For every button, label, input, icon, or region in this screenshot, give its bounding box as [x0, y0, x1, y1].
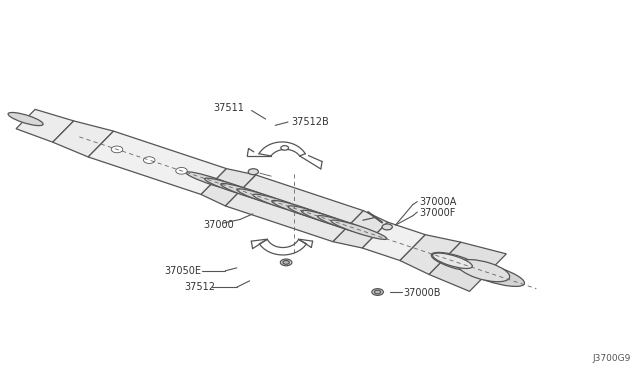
Text: 37511: 37511: [214, 103, 244, 113]
Ellipse shape: [205, 178, 260, 198]
Ellipse shape: [8, 112, 43, 126]
Ellipse shape: [237, 189, 292, 208]
Ellipse shape: [301, 210, 357, 230]
Ellipse shape: [317, 216, 373, 235]
Ellipse shape: [281, 146, 289, 150]
Ellipse shape: [288, 206, 344, 225]
Polygon shape: [52, 121, 113, 157]
Ellipse shape: [431, 253, 480, 271]
Ellipse shape: [433, 253, 472, 269]
Text: 37512B: 37512B: [291, 117, 329, 127]
Text: 37000: 37000: [204, 220, 234, 230]
Text: J3700G9: J3700G9: [592, 354, 630, 363]
Ellipse shape: [143, 157, 155, 163]
Polygon shape: [88, 131, 227, 195]
Polygon shape: [333, 211, 388, 248]
Ellipse shape: [111, 146, 123, 153]
Ellipse shape: [372, 289, 383, 295]
Ellipse shape: [186, 172, 242, 191]
Text: 37050E: 37050E: [164, 266, 201, 276]
Ellipse shape: [221, 183, 276, 203]
Ellipse shape: [462, 262, 525, 286]
Ellipse shape: [253, 194, 309, 214]
Ellipse shape: [331, 220, 387, 240]
Ellipse shape: [283, 260, 289, 264]
Text: 37000A: 37000A: [419, 197, 456, 206]
Ellipse shape: [248, 169, 259, 175]
Ellipse shape: [176, 167, 188, 174]
Polygon shape: [16, 109, 74, 142]
Text: 37000F: 37000F: [419, 208, 456, 218]
Text: 37512: 37512: [184, 282, 215, 292]
Text: 37000B: 37000B: [403, 288, 441, 298]
Ellipse shape: [382, 224, 392, 230]
Ellipse shape: [374, 290, 381, 294]
Polygon shape: [429, 242, 506, 291]
Ellipse shape: [280, 259, 292, 266]
Polygon shape: [400, 235, 461, 275]
Ellipse shape: [458, 260, 509, 282]
Polygon shape: [225, 175, 364, 242]
Polygon shape: [362, 222, 426, 260]
Ellipse shape: [272, 201, 328, 220]
Polygon shape: [201, 169, 256, 206]
